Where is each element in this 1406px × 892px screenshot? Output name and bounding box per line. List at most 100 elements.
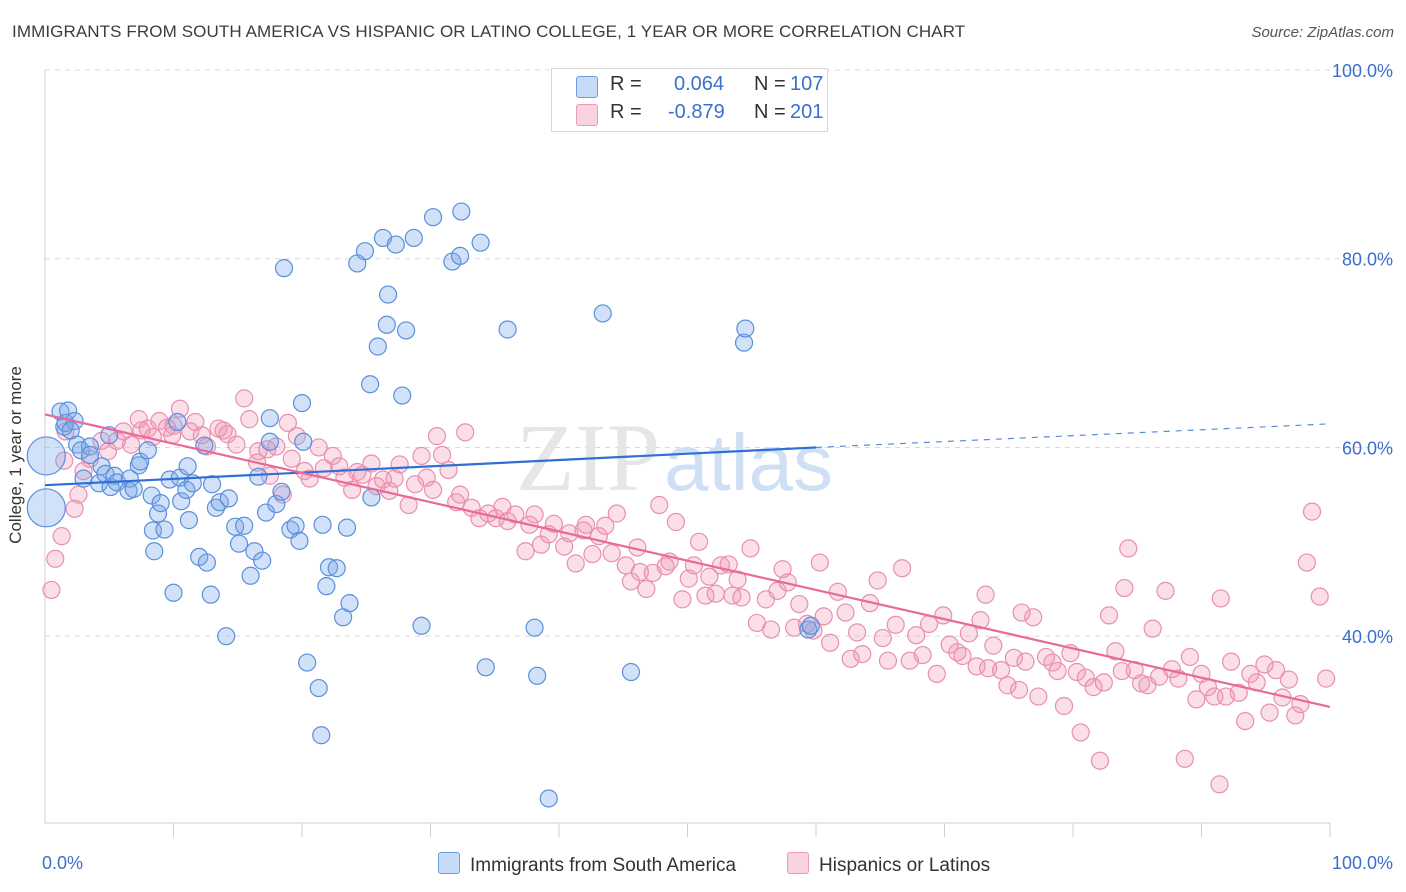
hispanic-point <box>1255 655 1274 674</box>
hispanic-point <box>1297 553 1316 572</box>
immigrant-point <box>229 534 249 553</box>
hispanic-point <box>121 435 141 454</box>
hispanic-trend-line <box>44 413 1331 709</box>
hispanic-point <box>630 562 650 582</box>
immigrant-point <box>155 520 174 539</box>
hispanic-point <box>412 446 431 466</box>
hispanic-point <box>848 623 867 642</box>
immigrant-point <box>450 246 470 265</box>
hispanic-point <box>525 505 544 524</box>
immigrant-point <box>201 585 220 604</box>
hispanic-point <box>868 571 887 590</box>
hispanic-point <box>282 449 301 468</box>
correlation-legend: R = 0.064 N = 107 R = -0.879 N = 201 <box>551 68 828 132</box>
legend-r-label: R = <box>610 101 642 123</box>
y-tick-label: 100.0% <box>1332 61 1393 81</box>
immigrant-point <box>286 516 305 535</box>
immigrant-point <box>362 488 381 507</box>
hispanic-point <box>732 588 751 607</box>
hispanic-point <box>602 544 621 563</box>
hispanic-point <box>821 633 840 652</box>
hispanic-point <box>637 579 656 599</box>
immigrant-point <box>801 616 820 635</box>
immigrant-point <box>272 482 291 501</box>
immigrant-point <box>219 489 238 508</box>
y-axis-label: College, 1 year or more <box>6 366 25 544</box>
immigrant-point <box>298 653 317 672</box>
immigrant-point <box>292 393 312 413</box>
hispanic-point <box>1084 678 1103 697</box>
hispanic-point <box>1076 668 1095 687</box>
immigrant-point <box>396 321 416 340</box>
immigrant-point <box>621 662 641 682</box>
legend-r-value: 0.064 <box>674 73 725 95</box>
legend-swatch-blue <box>576 76 598 98</box>
hispanic-point <box>1143 619 1162 638</box>
hispanic-point <box>892 559 912 578</box>
immigrant-point <box>736 319 755 338</box>
immigrant-point <box>309 678 328 698</box>
hispanic-point <box>240 410 259 429</box>
immigrant-point <box>340 594 359 613</box>
hispanic-point <box>1156 581 1175 600</box>
hispanic-point <box>456 423 475 442</box>
hispanic-point <box>1071 723 1090 742</box>
hispanic-point <box>913 645 932 665</box>
watermark-zip: ZIP <box>516 404 660 511</box>
immigrant-point <box>528 666 547 685</box>
immigrant-point <box>525 618 544 637</box>
immigrant-point <box>120 469 139 488</box>
immigrant-point <box>197 553 217 572</box>
hispanic-point <box>1106 642 1125 661</box>
immigrant-point <box>423 208 443 227</box>
immigrant-point <box>177 480 196 500</box>
hispanic-point <box>689 532 709 551</box>
hispanic-point <box>98 442 118 461</box>
immigrant-point <box>26 488 66 528</box>
hispanic-point <box>1009 680 1029 700</box>
immigrant-point <box>368 337 387 356</box>
hispanic-point <box>427 427 447 446</box>
chart-title: IMMIGRANTS FROM SOUTH AMERICA VS HISPANI… <box>12 22 966 41</box>
hispanic-point <box>227 435 246 454</box>
immigrant-point <box>393 386 412 405</box>
hispanic-point <box>1210 775 1229 794</box>
hispanic-point <box>1099 606 1119 625</box>
hispanic-point <box>516 542 535 561</box>
hispanic-point <box>927 664 946 684</box>
hispanic-point <box>69 485 88 504</box>
source-credit: Source: ZipAtlas.com <box>1251 24 1394 41</box>
immigrant-point <box>476 658 495 677</box>
immigrant-points <box>26 202 820 808</box>
hispanic-point <box>65 499 84 518</box>
immigrant-trend-line <box>44 446 817 487</box>
hispanic-point <box>700 567 719 586</box>
hispanic-point <box>886 615 905 634</box>
hispanic-point <box>1048 661 1067 681</box>
hispanic-point <box>984 636 1003 655</box>
hispanic-point <box>46 549 65 568</box>
hispanic-point <box>971 611 990 630</box>
hispanic-point <box>991 661 1011 680</box>
bottom-legend-immigrants: Immigrants from South America <box>438 852 736 877</box>
hispanic-point <box>1115 578 1134 598</box>
legend-n-value: 201 <box>790 101 824 123</box>
hispanic-point <box>181 422 200 441</box>
hispanic-point <box>853 644 872 664</box>
hispanic-point <box>1180 647 1200 667</box>
hispanic-point <box>1211 589 1230 608</box>
immigrant-point <box>452 202 471 221</box>
hispanic-point <box>1043 653 1062 672</box>
immigrant-point <box>124 479 143 499</box>
hispanic-point <box>673 590 692 609</box>
hispanic-point <box>323 446 342 466</box>
hispanic-point <box>596 516 615 535</box>
bottom-legend-label: Immigrants from South America <box>470 855 737 876</box>
trend-lines <box>44 413 1331 709</box>
immigrant-point <box>168 412 187 432</box>
y-tick-label: 80.0% <box>1342 250 1393 270</box>
immigrant-point <box>734 333 754 352</box>
legend-r-label: R = <box>610 73 642 95</box>
hispanic-point <box>576 515 596 534</box>
hispanic-point <box>873 628 892 648</box>
